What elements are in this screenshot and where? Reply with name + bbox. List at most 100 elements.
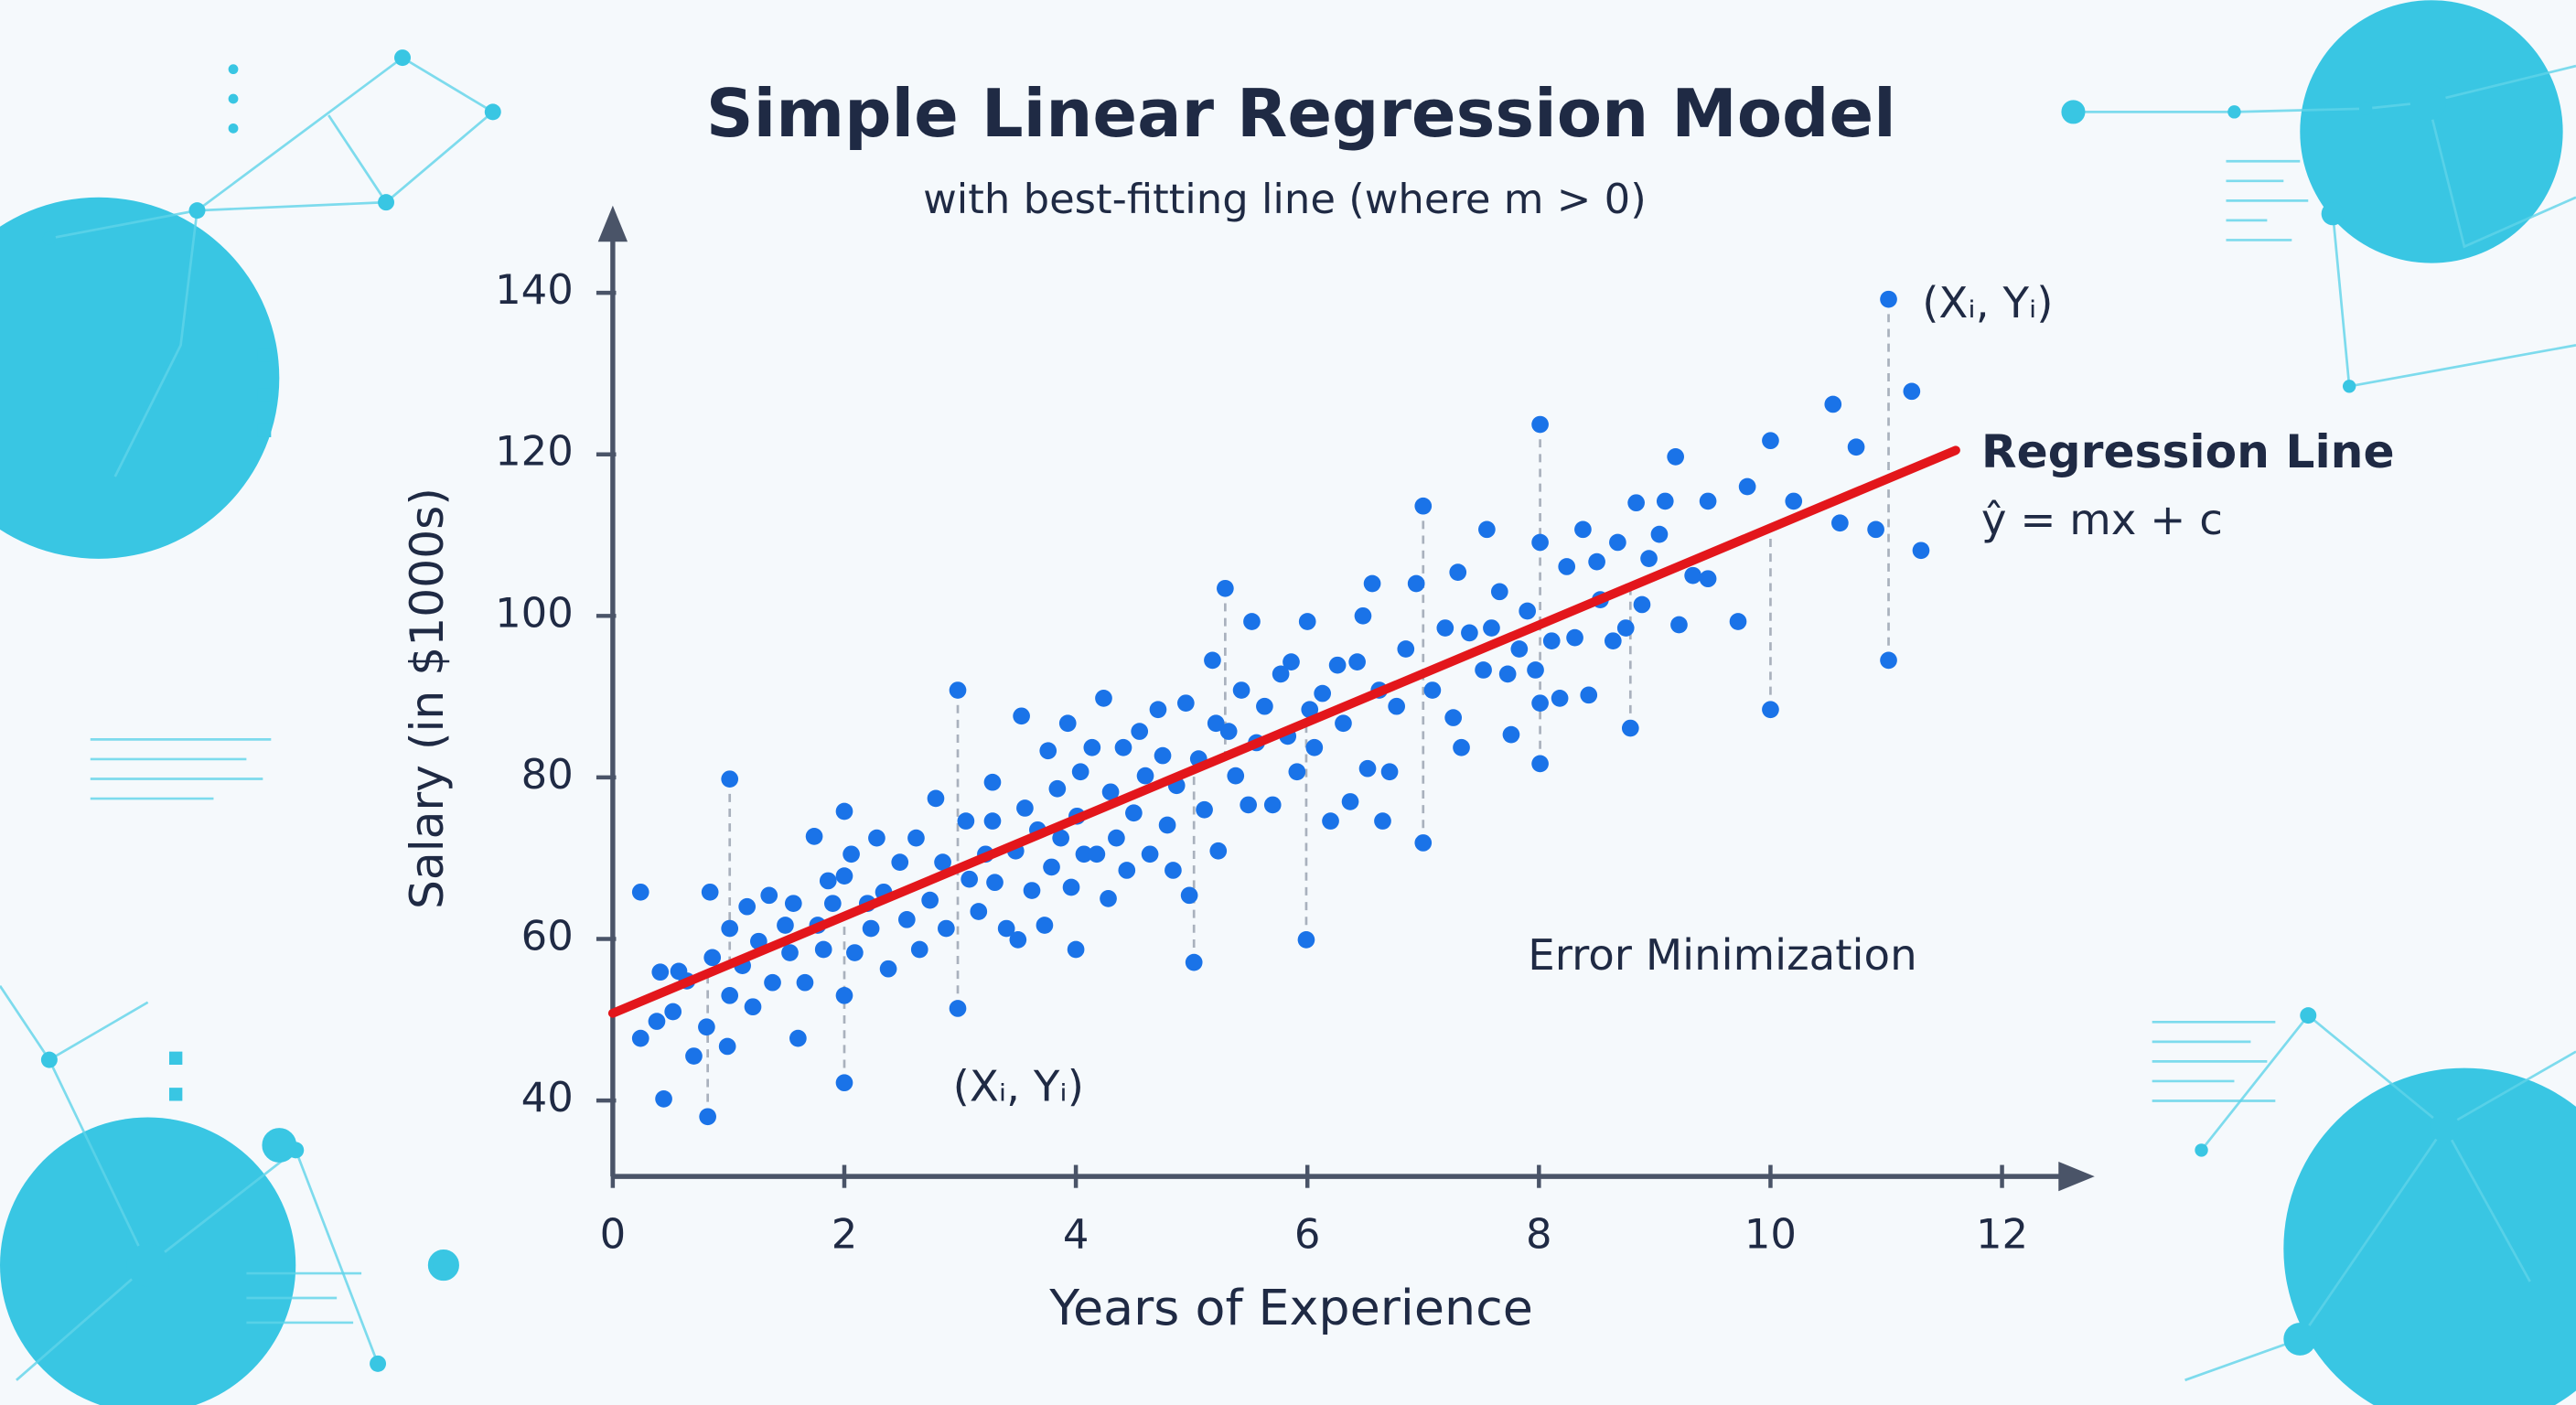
data-point — [1483, 619, 1500, 637]
data-point — [1335, 714, 1352, 733]
y-axis-arrow — [597, 205, 628, 242]
data-point — [1831, 514, 1849, 532]
data-point — [1397, 640, 1415, 658]
data-point — [1240, 796, 1258, 814]
data-point — [777, 917, 794, 934]
data-point — [1423, 681, 1442, 699]
data-point — [1108, 829, 1125, 847]
data-point — [744, 998, 762, 1016]
data-point — [1354, 606, 1372, 625]
data-point — [1531, 755, 1549, 773]
data-point — [703, 949, 722, 967]
data-point — [1043, 858, 1060, 876]
data-point — [1176, 694, 1195, 713]
data-point — [1067, 940, 1085, 959]
data-point — [835, 986, 853, 1004]
data-point — [1640, 550, 1658, 567]
data-point — [1684, 566, 1701, 585]
data-point — [721, 770, 739, 788]
data-point — [1196, 800, 1213, 819]
data-point — [1453, 738, 1470, 756]
data-point — [1088, 845, 1106, 863]
legend-label: Regression Line — [1981, 424, 2395, 478]
data-point — [934, 853, 951, 871]
data-point — [1075, 845, 1093, 863]
data-point — [1141, 845, 1159, 863]
data-point — [1903, 382, 1921, 401]
data-point — [1283, 653, 1300, 670]
data-point — [1114, 738, 1132, 756]
data-point — [1083, 738, 1101, 756]
x-axis-label: Years of Experience — [1048, 1279, 1533, 1336]
data-point — [738, 897, 757, 916]
data-point — [814, 940, 832, 959]
annotation: (Xᵢ, Yᵢ) — [1922, 279, 2053, 328]
x-tick-label: 8 — [1526, 1210, 1552, 1259]
data-point — [1095, 690, 1112, 707]
data-point — [631, 883, 649, 901]
data-point — [1288, 763, 1306, 781]
x-tick-label: 12 — [1976, 1210, 2028, 1259]
data-point — [789, 1029, 807, 1047]
regression-line — [607, 445, 1960, 1018]
data-point — [1656, 492, 1674, 510]
x-axis-arrow — [2058, 1161, 2095, 1192]
data-point — [1209, 842, 1228, 860]
data-point — [1461, 624, 1478, 642]
data-point — [1449, 563, 1467, 581]
data-point — [1380, 763, 1399, 781]
x-tick-label: 2 — [832, 1210, 858, 1259]
data-point — [1490, 583, 1508, 601]
data-point — [1217, 579, 1234, 597]
y-tick-label: 140 — [495, 265, 574, 314]
data-point — [1824, 395, 1842, 413]
data-point — [1616, 619, 1635, 637]
data-point — [997, 919, 1015, 938]
data-point — [823, 895, 842, 913]
data-point — [1762, 701, 1779, 719]
data-point — [1341, 793, 1359, 810]
data-point — [1762, 432, 1779, 450]
data-point — [961, 870, 979, 888]
data-point — [781, 944, 799, 961]
data-point — [1125, 804, 1143, 822]
data-point — [1519, 602, 1537, 620]
data-point — [1558, 558, 1576, 575]
data-point — [1272, 665, 1290, 683]
data-point — [1100, 890, 1117, 907]
data-point — [1358, 759, 1377, 778]
data-point — [1243, 613, 1261, 630]
data-point — [1388, 697, 1406, 715]
data-point — [1531, 415, 1549, 434]
data-point — [1531, 533, 1549, 552]
data-point — [1912, 542, 1930, 560]
data-point — [1118, 862, 1136, 879]
data-point — [983, 812, 1002, 830]
data-point — [1867, 520, 1884, 539]
data-point — [784, 895, 802, 913]
data-point — [1650, 525, 1669, 543]
data-point — [1444, 709, 1463, 726]
data-point — [1407, 574, 1425, 593]
data-point — [1498, 665, 1517, 683]
data-point — [907, 829, 925, 847]
data-point — [1158, 816, 1176, 834]
data-point — [983, 773, 1002, 791]
data-point — [651, 963, 670, 981]
data-point — [796, 973, 814, 992]
data-point — [1729, 613, 1747, 630]
data-point — [1048, 779, 1067, 798]
data-point — [1204, 651, 1221, 670]
regression-equation: ŷ = mx + c — [1981, 496, 2223, 545]
data-point — [1542, 632, 1561, 650]
data-point — [1414, 834, 1433, 852]
data-point — [1023, 882, 1041, 899]
data-point — [1627, 494, 1645, 512]
annotation: Error Minimization — [1528, 931, 1916, 981]
x-tick-label: 0 — [600, 1210, 627, 1259]
data-point — [1298, 613, 1316, 630]
chart-title: Simple Linear Regression Model — [706, 75, 1896, 152]
data-point — [1185, 953, 1203, 971]
